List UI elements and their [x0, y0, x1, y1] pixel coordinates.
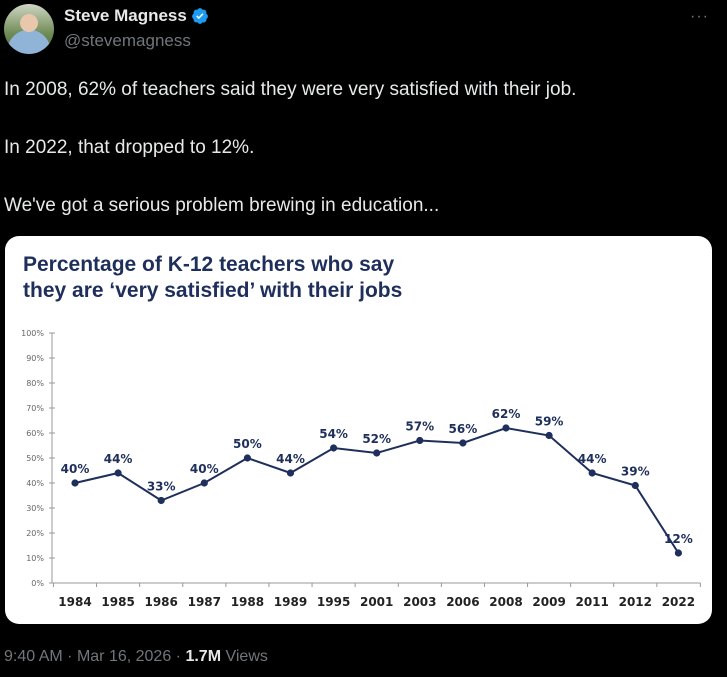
data-label: 59%	[535, 415, 564, 429]
data-point	[674, 549, 683, 557]
x-tick-label: 1985	[101, 595, 134, 609]
data-point	[502, 424, 510, 432]
data-label: 44%	[104, 452, 133, 466]
y-tick-label: 50%	[26, 454, 44, 463]
tweet-paragraph: In 2022, that dropped to 12%.	[4, 137, 255, 158]
x-tick-label: 2006	[446, 595, 479, 609]
data-label: 33%	[147, 480, 176, 494]
chart-title-line: Percentage of K-12 teachers who say	[23, 253, 395, 276]
avatar[interactable]	[4, 4, 54, 54]
x-tick-label: 2022	[662, 595, 695, 609]
views-label: Views	[225, 648, 268, 665]
data-label: 40%	[190, 462, 219, 476]
author-handle[interactable]: @stevemagness	[64, 31, 191, 50]
chart-image-card[interactable]: Percentage of K-12 teachers who say they…	[5, 236, 712, 624]
chart-title: Percentage of K-12 teachers who say they…	[23, 252, 402, 304]
separator: ·	[175, 648, 181, 665]
data-label: 56%	[449, 422, 478, 436]
y-tick-label: 20%	[26, 529, 44, 538]
x-tick-label: 1984	[58, 595, 91, 609]
x-tick-label: 1989	[274, 595, 307, 609]
data-point	[588, 469, 596, 477]
views-count: 1.7M	[185, 648, 222, 665]
data-label: 44%	[276, 452, 305, 466]
more-options-icon[interactable]: ···	[690, 8, 709, 25]
separator: ·	[67, 648, 73, 665]
data-point	[286, 469, 295, 477]
data-label: 44%	[578, 452, 607, 466]
data-label: 50%	[233, 437, 262, 451]
y-tick-label: 90%	[26, 354, 44, 363]
data-point	[545, 431, 553, 440]
y-tick-label: 30%	[26, 504, 44, 513]
y-tick-label: 10%	[26, 554, 44, 563]
tweet-date[interactable]: Mar 16, 2026	[76, 648, 172, 665]
data-point	[373, 449, 381, 457]
y-tick-label: 0%	[31, 579, 44, 588]
x-tick-label: 2009	[532, 595, 565, 609]
x-tick-label: 1987	[188, 595, 221, 609]
x-tick-label: 2011	[575, 595, 608, 609]
line-chart: 0% 10% 20% 30% 40% 50% 60% 70% 80% 90% 100% 1984 198…	[21, 329, 701, 609]
x-tick-label: 2003	[403, 595, 436, 609]
data-label: 12%	[664, 532, 693, 546]
data-point	[631, 481, 639, 490]
data-point	[157, 496, 165, 505]
y-tick-label: 40%	[26, 479, 44, 488]
y-tick-label: 70%	[26, 404, 44, 413]
y-tick-label: 80%	[26, 379, 44, 388]
data-point	[459, 439, 467, 447]
x-tick-label: 2012	[619, 595, 652, 609]
tweet-metadata: 9:40 AM · Mar 16, 2026 · 1.7M Views	[4, 648, 268, 666]
data-point	[71, 479, 79, 487]
data-label: 62%	[492, 407, 521, 421]
x-tick-label: 1986	[144, 595, 177, 609]
data-point	[330, 444, 338, 452]
author-name[interactable]: Steve Magness	[64, 6, 187, 25]
data-point	[114, 469, 122, 477]
data-point	[200, 479, 208, 487]
x-tick-label: 2008	[489, 595, 522, 609]
tweet-paragraph: We've got a serious problem brewing in e…	[4, 195, 440, 216]
data-label: 40%	[61, 462, 90, 476]
tweet-text: In 2008, 62% of teachers said they were …	[4, 75, 576, 249]
data-label: 39%	[621, 465, 650, 479]
x-tick-label: 1995	[317, 595, 350, 609]
data-label: 54%	[319, 427, 348, 441]
data-label: 52%	[362, 432, 391, 446]
x-tick-label: 1988	[231, 595, 264, 609]
data-label: 57%	[405, 420, 434, 434]
tweet-paragraph: In 2008, 62% of teachers said they were …	[4, 79, 577, 100]
chart-title-line: they are ‘very satisfied’ with their job…	[23, 279, 403, 302]
y-tick-label: 100%	[21, 329, 44, 338]
tweet-time[interactable]: 9:40 AM	[4, 648, 63, 665]
y-tick-label: 60%	[26, 429, 44, 438]
data-point	[416, 436, 424, 445]
data-point	[243, 454, 251, 462]
verified-badge-icon	[191, 8, 208, 24]
author-name-row[interactable]: Steve Magness	[64, 6, 209, 26]
x-tick-label: 2001	[360, 595, 393, 609]
